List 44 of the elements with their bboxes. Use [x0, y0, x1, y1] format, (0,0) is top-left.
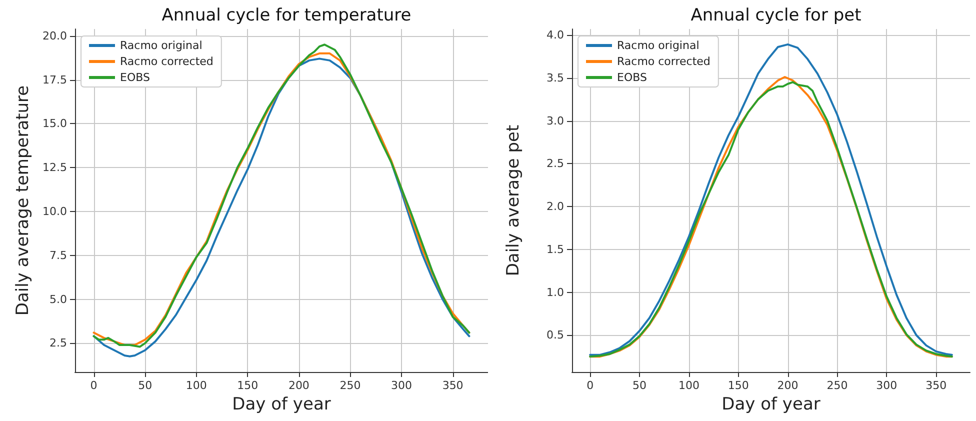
x-tick-label: 50: [632, 379, 647, 392]
y-tick-label: 15.0: [42, 117, 67, 130]
legend-label: Racmo corrected: [120, 55, 214, 68]
y-tick-label: 1.0: [546, 286, 564, 299]
y-tick-label: 4.0: [546, 28, 564, 42]
y-tick-label: 1.5: [546, 242, 564, 256]
y-tick-label: 2.5: [50, 336, 67, 350]
x-tick-label: 150: [237, 379, 258, 392]
legend-label: Racmo original: [120, 39, 202, 52]
x-tick-label: 250: [826, 379, 848, 392]
y-axis-title: Daily average temperature: [13, 85, 34, 316]
y-tick-label: 0.5: [546, 328, 564, 342]
chart-title: Annual cycle for temperature: [162, 6, 412, 26]
x-tick-label: 250: [340, 379, 361, 392]
x-tick-label: 50: [138, 379, 152, 392]
chart-title: Annual cycle for pet: [690, 6, 862, 26]
x-tick-label: 100: [186, 379, 207, 392]
y-tick-label: 2.0: [546, 200, 564, 214]
y-tick-label: 17.5: [42, 73, 67, 86]
x-axis-title: Day of year: [722, 394, 820, 414]
y-tick-label: 3.0: [546, 114, 564, 128]
x-tick-label: 0: [586, 379, 594, 392]
x-tick-label: 300: [876, 379, 898, 392]
legend-label: EOBS: [617, 71, 647, 84]
y-tick-label: 5.0: [50, 292, 67, 306]
x-tick-label: 150: [728, 379, 749, 392]
x-tick-label: 100: [678, 379, 700, 392]
x-axis-title: Day of year: [232, 394, 331, 414]
x-tick-label: 0: [90, 379, 98, 392]
x-tick-label: 200: [777, 379, 798, 392]
y-tick-label: 20.0: [42, 29, 67, 42]
legend-label: Racmo corrected: [617, 55, 710, 68]
legend-label: Racmo original: [617, 39, 700, 52]
y-axis-title: Daily average pet: [504, 124, 524, 276]
x-tick-label: 200: [288, 379, 310, 392]
y-tick-label: 7.5: [50, 248, 67, 262]
y-tick-label: 3.5: [546, 71, 564, 84]
y-tick-label: 2.5: [546, 157, 564, 170]
y-tick-label: 10.0: [42, 204, 67, 218]
x-tick-label: 300: [391, 379, 412, 392]
legend-label: EOBS: [120, 71, 150, 84]
y-tick-label: 12.5: [42, 161, 67, 174]
x-tick-label: 350: [926, 379, 947, 392]
x-tick-label: 350: [442, 379, 464, 392]
